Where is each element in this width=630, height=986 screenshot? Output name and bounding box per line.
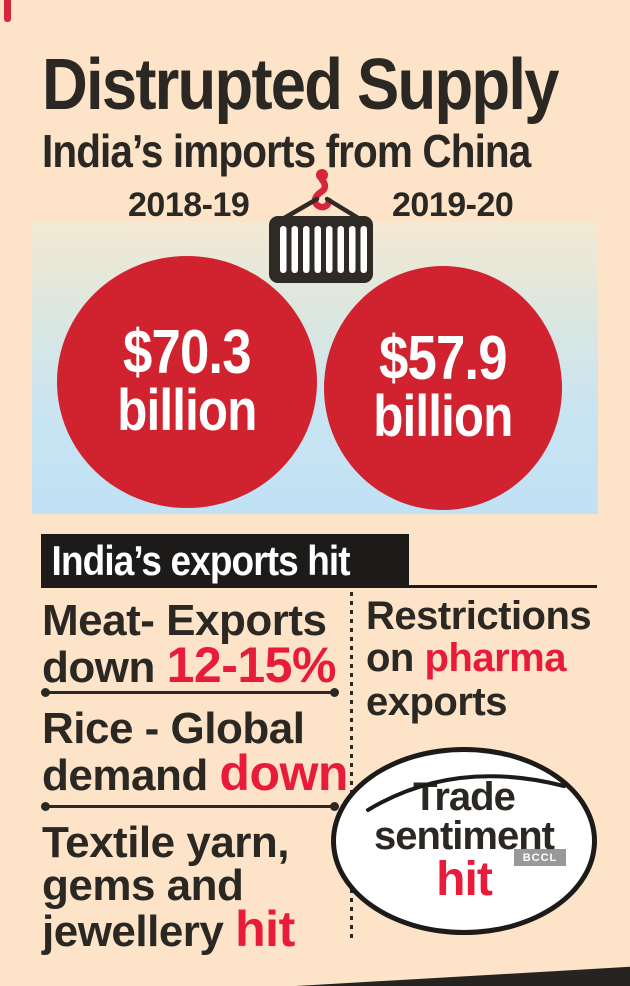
textile-line3-black: jewellery [42,907,236,956]
bubble-line1: Trade [413,774,516,819]
year-label-2018-19: 2018-19 [128,186,250,224]
divider-end-dot [41,688,50,697]
pharma-line3: exports [366,680,508,724]
pharma-line2-black: on [366,636,425,680]
shipping-container-icon [266,166,376,293]
red-corner-mark [4,0,11,22]
bubble-line3: hit [436,853,493,907]
pharma-line1: Restrictions [366,594,592,638]
meat-exports-line2: down 12-15% [42,636,336,694]
exports-section-title: India’s exports hit [51,537,351,584]
pharma-line2-red: pharma [424,636,566,680]
imports-2019-20-circle: $57.9 billion [324,266,562,510]
dotted-divider-1 [41,688,339,697]
banner-underline [400,585,597,588]
rice-line2: demand down [42,744,348,802]
imports-2019-20-unit: billion [373,384,513,450]
bottom-corner-wedge [296,966,630,986]
imports-2019-20-value: $57.9 [379,323,507,393]
page-title: Distrupted Supply [42,45,559,125]
year-label-2019-20: 2019-20 [392,186,514,224]
trade-sentiment-bubble: Trade sentiment hit [331,747,597,935]
divider-end-dot [41,802,50,811]
imports-2018-19-unit: billion [117,378,257,444]
pharma-line2: on pharma [366,636,566,681]
page-subtitle: India’s imports from China [42,125,531,177]
vertical-dotted-divider [350,592,353,938]
dotted-divider-2 [41,802,339,811]
textile-line3-red: hit [235,901,295,957]
textile-line2: gems and [42,861,244,910]
container-body [269,216,373,283]
divider-end-dot [330,802,339,811]
divider-end-dot [330,688,339,697]
textile-line3: jewellery hit [42,900,295,958]
meat-line2-red: 12-15% [166,637,337,693]
rice-line2-black: demand [42,751,220,800]
imports-2018-19-circle: $70.3 billion [57,256,317,508]
rice-line2-red: down [219,745,348,801]
imports-2018-19-value: $70.3 [123,317,251,387]
rice-line1: Rice - Global [42,704,305,753]
meat-exports-line1: Meat- Exports [42,596,327,645]
bccl-watermark: BCCL [514,849,566,866]
exports-section-banner: India’s exports hit [41,534,409,588]
meat-line2-black: down [42,643,167,692]
textile-line1: Textile yarn, [42,818,290,867]
